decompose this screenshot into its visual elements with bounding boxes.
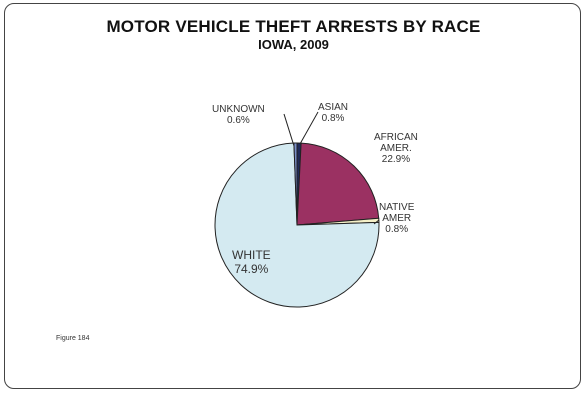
label-native-value: 0.8%: [385, 224, 409, 235]
label-native-name-2: AMER: [382, 213, 412, 224]
label-unknown-name: UNKNOWN: [212, 104, 265, 115]
label-white-value: 74.9%: [234, 262, 269, 276]
pie-slice-african-amer: [296, 142, 380, 226]
pie-slice-unknown: [293, 142, 298, 226]
slice-label-white: WHITE 74.9%: [232, 248, 271, 276]
label-asian-value: 0.8%: [321, 113, 345, 124]
leader-line-native: [373, 219, 380, 225]
chart-title: MOTOR VEHICLE THEFT ARRESTS BY RACE: [106, 17, 481, 36]
chart-subtitle: IOWA, 2009: [258, 37, 329, 52]
slice-label-native-amer: NATIVE AMER 0.8%: [379, 202, 414, 235]
label-african-name-1: AFRICAN: [374, 132, 418, 143]
figure-footnote: Figure 184: [56, 335, 90, 342]
label-african-name-2: AMER.: [380, 143, 412, 154]
label-unknown-value: 0.6%: [226, 115, 250, 126]
label-white-name: WHITE: [232, 248, 271, 262]
slice-label-african-amer: AFRICAN AMER. 22.9%: [374, 132, 418, 165]
leader-line-asian: [299, 111, 319, 145]
leader-line-unknown: [283, 113, 295, 147]
label-asian-name: ASIAN: [318, 102, 349, 113]
slice-label-unknown: UNKNOWN 0.6%: [212, 104, 265, 126]
label-native-name-1: NATIVE: [379, 202, 415, 213]
pie-slice-white: [214, 142, 380, 308]
slice-label-asian: ASIAN 0.8%: [318, 102, 348, 124]
label-african-value: 22.9%: [381, 154, 411, 165]
